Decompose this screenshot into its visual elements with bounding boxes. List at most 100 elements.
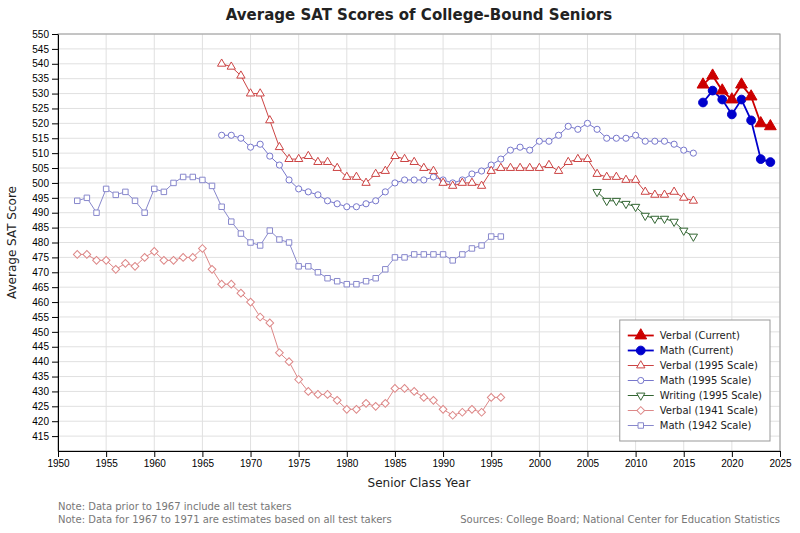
y-tick-mark [52, 421, 58, 422]
point [449, 411, 457, 419]
point [382, 189, 388, 195]
x-tick: 1995 [481, 451, 504, 469]
x-tick-mark [587, 451, 588, 457]
point [603, 172, 611, 179]
x-tick: 1970 [240, 451, 263, 469]
point [564, 157, 572, 164]
point [718, 95, 727, 104]
point [633, 132, 639, 138]
point [420, 394, 428, 402]
point [612, 198, 620, 205]
x-tick: 1960 [144, 451, 167, 469]
y-tick: 530 [32, 88, 58, 99]
point [248, 240, 253, 245]
point [660, 216, 668, 223]
point [727, 110, 736, 119]
legend-item: Verbal (1941 Scale) [628, 405, 758, 416]
point [575, 126, 581, 132]
series-line [77, 248, 501, 415]
y-tick-mark [52, 243, 58, 244]
point [75, 198, 80, 203]
grid-line-y [58, 242, 780, 243]
point [699, 98, 708, 107]
x-tick-label: 1950 [47, 458, 70, 469]
point [93, 256, 101, 264]
y-tick: 480 [32, 237, 58, 248]
y-tick-mark [52, 123, 58, 124]
point [200, 177, 205, 182]
point [458, 178, 466, 185]
point [257, 141, 263, 147]
grid-line-y [58, 302, 780, 303]
legend-marker [637, 407, 645, 415]
x-tick: 2015 [673, 451, 696, 469]
point [440, 252, 445, 257]
y-tick-label: 535 [32, 73, 49, 84]
y-tick-label: 520 [32, 118, 49, 129]
grid-line-y [58, 272, 780, 273]
x-tick-mark [251, 451, 252, 457]
y-tick-mark [52, 436, 58, 437]
y-tick-mark [52, 168, 58, 169]
grid-line-y [58, 63, 780, 64]
point [478, 408, 486, 416]
point [652, 138, 658, 144]
y-tick-label: 450 [32, 327, 49, 338]
x-tick: 1950 [47, 451, 70, 469]
point [228, 132, 234, 138]
point [208, 265, 216, 273]
x-tick-mark [58, 451, 59, 457]
y-tick-mark [52, 377, 58, 378]
y-tick: 520 [32, 118, 58, 129]
y-tick-mark [52, 79, 58, 80]
point [237, 71, 245, 78]
point [690, 150, 696, 156]
x-tick: 2020 [721, 451, 744, 469]
point [469, 171, 475, 177]
y-tick-mark [52, 287, 58, 288]
point [324, 391, 332, 399]
x-axis: 1950195519601965197019751980198519901995… [47, 451, 792, 469]
x-tick-label: 2010 [625, 458, 648, 469]
y-tick: 500 [32, 178, 58, 189]
point [219, 132, 225, 138]
point [343, 172, 351, 179]
x-tick-label: 2015 [673, 458, 696, 469]
y-tick-label: 465 [32, 282, 49, 293]
y-tick-label: 460 [32, 297, 49, 308]
point [421, 177, 427, 183]
point [113, 192, 118, 197]
x-tick-mark [106, 451, 107, 457]
point [277, 237, 282, 242]
grid-line-y [58, 316, 780, 317]
point [458, 408, 466, 416]
legend-item: Verbal (1995 Scale) [628, 360, 758, 371]
point [94, 210, 99, 215]
point [708, 86, 717, 95]
point [295, 154, 303, 161]
x-tick-mark [539, 451, 540, 457]
point [439, 178, 447, 185]
x-tick: 1965 [192, 451, 215, 469]
y-tick: 535 [32, 73, 58, 84]
point [421, 252, 426, 257]
x-tick: 1985 [384, 451, 407, 469]
y-tick: 435 [32, 371, 58, 382]
series [219, 120, 697, 210]
point [642, 138, 648, 144]
point [411, 177, 417, 183]
point [286, 177, 292, 183]
y-tick: 515 [32, 133, 58, 144]
point [603, 198, 611, 205]
y-tick: 550 [32, 29, 58, 40]
y-tick: 495 [32, 193, 58, 204]
grid-line-y [58, 138, 780, 139]
y-tick-mark [52, 347, 58, 348]
point [275, 142, 283, 149]
x-tick-label: 1985 [384, 458, 407, 469]
point [315, 270, 320, 275]
point [450, 258, 455, 263]
point [641, 187, 649, 194]
y-tick-label: 470 [32, 267, 49, 278]
point [353, 405, 361, 413]
